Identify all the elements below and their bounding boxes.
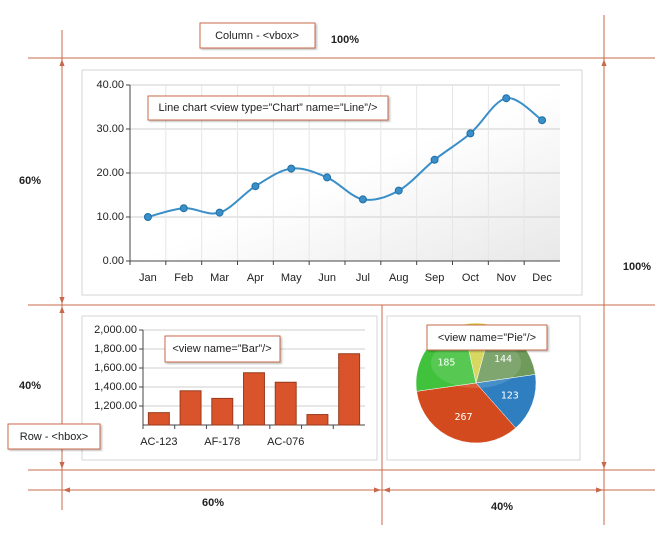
bar [243, 372, 265, 426]
left-width: 60% [202, 497, 224, 509]
point [143, 213, 152, 221]
bar [338, 353, 361, 426]
annotation-box [199, 22, 316, 49]
bar [179, 390, 202, 426]
line-annotation: Line chart <view type=”Chart” name=”Line… [159, 102, 378, 114]
x-tick-label: Jan [139, 272, 157, 284]
x-tick-label: Dec [532, 272, 552, 284]
point [394, 186, 403, 195]
x-tick-label: Sep [425, 272, 445, 284]
point [215, 208, 224, 217]
pie-label: 267 [454, 412, 472, 423]
point [358, 195, 367, 204]
y-tick-label: 40.00 [96, 79, 124, 91]
charts: 0.00 10.00 20.00 30.00 40.00 Jan Feb Mar Apr May J… [94, 79, 560, 448]
x-tick-label: Apr [247, 272, 264, 284]
y-tick-label: 1,600.00 [94, 362, 137, 374]
point [466, 129, 475, 138]
point [251, 182, 260, 191]
x-tick-label: Mar [210, 272, 229, 284]
y-tick-label: 30.00 [96, 123, 124, 135]
y-tick-label: 1,400.00 [94, 381, 137, 393]
pie-label: 123 [501, 390, 519, 401]
bar-annotation: <view name=”Bar”/> [172, 343, 271, 355]
y-tick-label: 10.00 [96, 211, 124, 223]
point [179, 204, 188, 213]
y-tick-label: 1,800.00 [94, 343, 137, 355]
annotation-box [426, 324, 548, 351]
x-tick-label: Nov [496, 272, 516, 284]
column-label: Column - <vbox> [215, 30, 299, 42]
annotations: Column - <vbox> Line chart <view type=”C… [7, 22, 548, 450]
x-tick-label: Jul [356, 272, 370, 284]
x-tick-label: Feb [174, 272, 193, 284]
annotation-box [164, 335, 281, 363]
pie-slice [475, 374, 537, 429]
pie-label: 144 [494, 354, 512, 365]
x-tick-label: Oct [462, 272, 479, 284]
annotation-box [7, 423, 101, 450]
bottom-height: 40% [19, 380, 41, 392]
y-tick-label: 1,200.00 [94, 400, 137, 412]
guides [28, 15, 655, 525]
x-tick-label: Aug [389, 272, 409, 284]
y-tick-label: 20.00 [96, 167, 124, 179]
column-height: 100% [623, 261, 651, 273]
annotation-box [147, 95, 389, 121]
right-width: 40% [491, 501, 513, 513]
point [287, 164, 296, 173]
point [502, 94, 511, 103]
bar [306, 414, 329, 426]
x-tick-label: AF-178 [204, 436, 240, 448]
column-width: 100% [331, 34, 359, 46]
pie-slice [416, 382, 517, 444]
x-tick-label: AC-076 [267, 436, 304, 448]
bar [147, 412, 170, 426]
pie-annotation: <view name=”Pie”/> [438, 332, 536, 344]
point [538, 116, 547, 125]
bar [211, 397, 234, 426]
y-tick-label: 2,000.00 [94, 324, 137, 336]
point [430, 155, 439, 164]
top-height: 60% [19, 175, 41, 187]
x-tick-label: Jun [318, 272, 336, 284]
row-label: Row - <hbox> [20, 431, 88, 443]
x-tick-label: May [281, 272, 302, 284]
y-tick-label: 0.00 [103, 255, 124, 267]
point [323, 173, 332, 182]
bar [274, 381, 297, 426]
x-tick-label: AC-123 [140, 436, 177, 448]
pie-label: 185 [437, 357, 455, 368]
